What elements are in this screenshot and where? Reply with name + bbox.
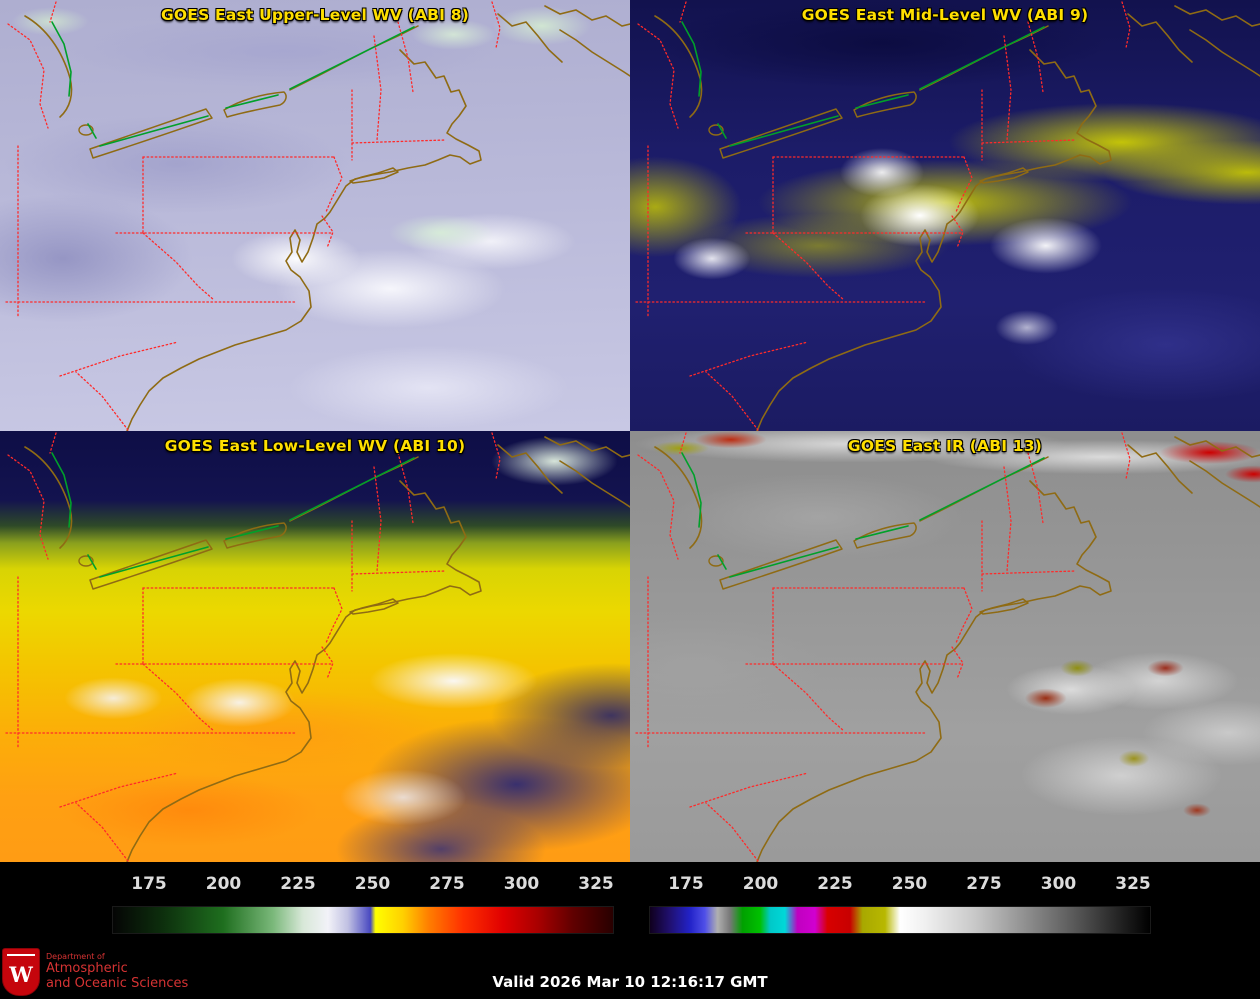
- tick-label: 200: [742, 874, 779, 894]
- tick-label: 175: [668, 874, 704, 894]
- map-overlay: [5, 1, 630, 431]
- map-overlay: [5, 432, 630, 862]
- panel-title-ir: GOES East IR (ABI 13): [847, 437, 1043, 455]
- panel-upper-level-wv: GOES East Upper-Level WV (ABI 8): [0, 0, 630, 431]
- tick-label: 175: [131, 874, 167, 894]
- tick-label: 200: [205, 874, 242, 894]
- logo-text: Department of Atmospheric and Oceanic Sc…: [46, 952, 188, 991]
- tick-label: 300: [1040, 874, 1077, 894]
- map-overlay: [635, 432, 1260, 862]
- ir-colorbar-gradient: [649, 906, 1151, 934]
- satellite-image-grid: GOES East Upper-Level WV (ABI 8) GOES Ea…: [0, 0, 1260, 862]
- tick-label: 250: [354, 874, 391, 894]
- footer: W Department of Atmospheric and Oceanic …: [0, 944, 1260, 999]
- uw-crest-icon: W: [2, 948, 40, 996]
- tick-label: 325: [578, 874, 614, 894]
- crest-letter: W: [9, 961, 33, 987]
- panel-ir: GOES East IR (ABI 13): [630, 431, 1260, 862]
- logo-department-line: Department of: [46, 952, 105, 962]
- tick-label: 250: [891, 874, 928, 894]
- panel-title-mid-wv: GOES East Mid-Level WV (ABI 9): [801, 6, 1089, 24]
- colorbar-row: 175 200 225 250 275 300 325 175 200 225 …: [0, 872, 1260, 944]
- tick-label: 325: [1115, 874, 1151, 894]
- tick-label: 225: [280, 874, 316, 894]
- uw-aos-logo: W Department of Atmospheric and Oceanic …: [2, 948, 188, 996]
- panel-title-upper-wv: GOES East Upper-Level WV (ABI 8): [160, 6, 470, 24]
- tick-label: 300: [503, 874, 540, 894]
- ir-colorbar-ticks: 175 200 225 250 275 300 325: [649, 872, 1151, 900]
- logo-line-1: Atmospheric: [46, 960, 128, 976]
- panel-mid-level-wv: GOES East Mid-Level WV (ABI 9): [630, 0, 1260, 431]
- wv-colorbar-ticks: 175 200 225 250 275 300 325: [112, 872, 614, 900]
- tick-label: 225: [817, 874, 853, 894]
- wv-colorbar: 175 200 225 250 275 300 325: [112, 872, 614, 938]
- valid-time: Valid 2026 Mar 10 12:16:17 GMT: [492, 973, 768, 991]
- ir-colorbar: 175 200 225 250 275 300 325: [649, 872, 1151, 938]
- tick-label: 275: [429, 874, 465, 894]
- tick-label: 275: [966, 874, 1002, 894]
- panel-low-level-wv: GOES East Low-Level WV (ABI 10): [0, 431, 630, 862]
- panel-title-low-wv: GOES East Low-Level WV (ABI 10): [164, 437, 466, 455]
- logo-line-2: and Oceanic Sciences: [46, 975, 189, 991]
- wv-colorbar-gradient: [112, 906, 614, 934]
- map-overlay: [635, 1, 1260, 431]
